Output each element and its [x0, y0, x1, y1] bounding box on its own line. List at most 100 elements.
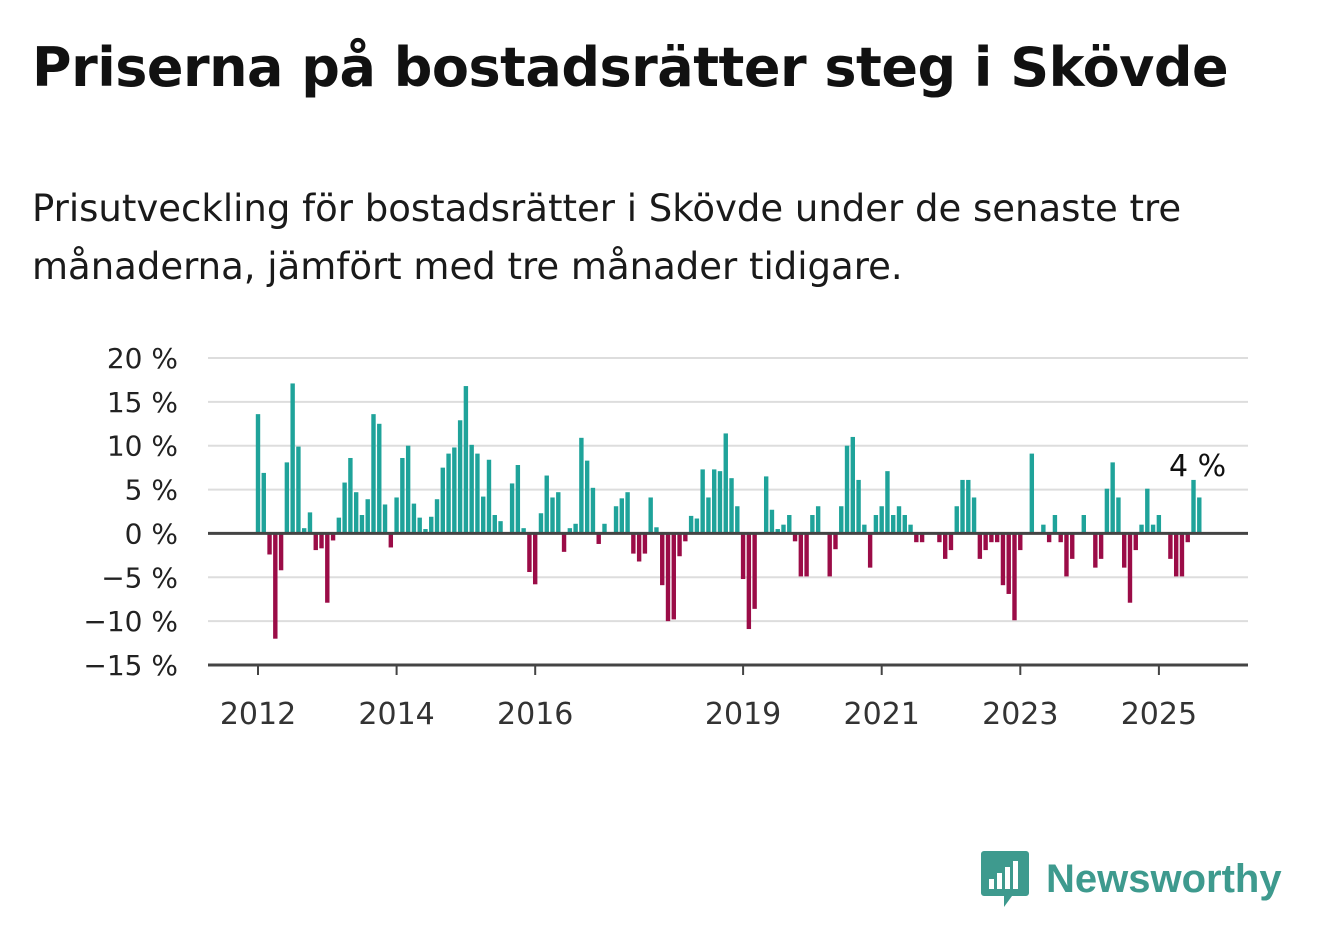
bar	[1173, 533, 1179, 577]
bar	[561, 533, 567, 552]
bar	[481, 496, 486, 534]
bar	[353, 492, 359, 534]
bar	[411, 503, 417, 534]
bar	[267, 533, 272, 555]
bar	[261, 472, 266, 534]
bar	[1098, 533, 1104, 559]
x-tick-label: 2014	[358, 697, 434, 732]
bar	[792, 533, 798, 542]
newsworthy-logo-icon	[981, 851, 1029, 907]
y-axis-ticks: 20 % 15 % 10 % 5 % 0 % −5 % −10 % −15 %	[83, 342, 178, 682]
bar	[902, 515, 907, 534]
bar	[746, 533, 752, 630]
bar	[654, 527, 659, 534]
bar	[313, 533, 318, 551]
bar	[359, 515, 365, 534]
bar	[989, 533, 994, 543]
bar	[937, 533, 942, 543]
bar	[452, 447, 457, 534]
bar	[319, 533, 324, 549]
bar	[908, 524, 913, 534]
bar	[688, 515, 694, 534]
bar	[781, 524, 786, 534]
bar	[1145, 488, 1150, 534]
x-tick-label: 2012	[220, 697, 296, 732]
bar	[862, 524, 867, 534]
bar	[325, 533, 330, 603]
bar	[671, 533, 676, 620]
bar	[278, 533, 284, 571]
bar	[735, 506, 740, 534]
bar	[1064, 533, 1069, 577]
bar	[532, 533, 538, 585]
bar	[1197, 497, 1202, 534]
bar	[694, 518, 700, 534]
bar	[1000, 533, 1006, 586]
bar	[1127, 533, 1133, 603]
bar	[856, 479, 861, 534]
bar	[330, 533, 336, 541]
x-tick-label: 2019	[705, 697, 781, 732]
bar	[1116, 497, 1121, 534]
bar	[775, 529, 780, 534]
bar	[804, 533, 809, 577]
bar	[966, 479, 971, 534]
x-tick-label: 2021	[844, 697, 920, 732]
bar	[873, 515, 879, 534]
bar	[336, 517, 342, 534]
bar	[382, 504, 388, 534]
bar	[815, 506, 821, 534]
bar	[729, 478, 734, 534]
y-tick-label: 0 %	[125, 517, 178, 550]
bar	[971, 497, 977, 534]
bar	[1122, 533, 1127, 568]
bar	[660, 533, 665, 586]
bar	[573, 523, 578, 534]
bar	[752, 533, 757, 609]
x-tick-label: 2023	[982, 697, 1058, 732]
bar	[833, 533, 838, 550]
bar	[498, 521, 503, 534]
bar	[377, 423, 382, 534]
bar	[867, 533, 873, 568]
brand-name: Newsworthy	[1046, 856, 1282, 901]
bar	[717, 471, 723, 534]
bar	[625, 492, 630, 534]
bar	[896, 506, 902, 534]
gridlines	[208, 357, 1248, 623]
last-value-annotation: 4 %	[1169, 449, 1226, 484]
bar	[960, 479, 965, 534]
bar	[365, 499, 370, 534]
chart-title: Priserna på bostadsrätter steg i Skövde	[32, 36, 1229, 99]
bar	[307, 512, 313, 534]
y-tick-label: 5 %	[125, 474, 178, 507]
bar	[642, 533, 648, 554]
bar	[434, 499, 440, 534]
bar	[348, 457, 353, 534]
bar	[1041, 524, 1046, 534]
bar	[469, 444, 474, 534]
bar	[273, 533, 278, 639]
bar	[665, 533, 671, 622]
bar	[983, 533, 988, 551]
y-tick-label: 20 %	[107, 342, 178, 375]
bar	[405, 445, 411, 534]
bar	[446, 453, 451, 534]
bar	[371, 414, 376, 534]
bar	[486, 459, 492, 534]
bar	[954, 506, 959, 534]
bar	[417, 517, 422, 534]
bar	[440, 467, 445, 534]
y-tick-label: −10 %	[83, 605, 178, 638]
bar	[723, 433, 728, 534]
bar	[550, 497, 555, 534]
bar	[648, 497, 653, 534]
y-tick-label: −5 %	[101, 561, 178, 594]
bar	[602, 523, 607, 534]
bar	[567, 528, 573, 534]
bar	[787, 515, 792, 534]
bar	[1104, 488, 1110, 534]
bar	[1185, 533, 1190, 543]
bar	[596, 533, 601, 544]
